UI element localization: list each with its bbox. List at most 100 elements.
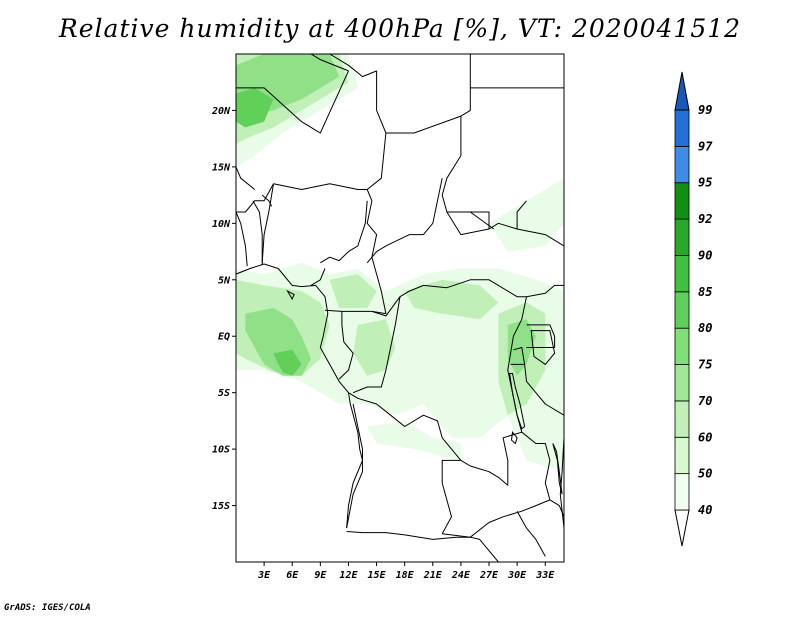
- grads-credit: GrADS: IGES/COLA: [4, 603, 91, 613]
- colorbar-segment: [674, 145, 690, 184]
- humidity-contour-area: [353, 319, 396, 376]
- country-border: [352, 296, 401, 394]
- colorbar-segment: [674, 182, 690, 220]
- colorbar-upper-extension: [674, 71, 690, 111]
- colorbar-segment: [674, 364, 690, 402]
- country-border: [460, 54, 471, 117]
- country-border: [442, 499, 551, 538]
- lake-outline: [530, 330, 556, 366]
- country-border: [460, 431, 522, 486]
- humidity-field: [236, 54, 564, 472]
- country-border: [252, 200, 263, 266]
- colorbar-lower-extension: [674, 509, 690, 547]
- country-border: [236, 166, 256, 190]
- map-frame: [235, 53, 565, 563]
- country-border: [516, 510, 546, 557]
- humidity-contour-area: [329, 274, 377, 308]
- country-border: [524, 364, 564, 416]
- country-border: [346, 531, 471, 540]
- colorbar-label: 95: [698, 176, 712, 190]
- humidity-contour-area: [367, 420, 461, 461]
- country-border: [273, 183, 368, 190]
- y-tick-label: 15N: [212, 162, 231, 173]
- colorbar-segment: [674, 400, 690, 438]
- humidity-contour-area: [404, 279, 499, 320]
- x-tick-label: 24E: [451, 570, 471, 581]
- colorbar-label: 90: [698, 248, 712, 262]
- x-tick-label: 18E: [396, 570, 415, 581]
- lake-outline: [286, 289, 295, 301]
- country-border: [510, 347, 526, 365]
- humidity-contour-area: [273, 349, 302, 376]
- colorbar-label: 97: [698, 139, 713, 153]
- humidity-contour-area: [489, 178, 564, 252]
- country-border: [446, 211, 494, 230]
- country-border: [516, 200, 527, 229]
- country-border: [470, 536, 499, 562]
- y-tick-label: 10S: [212, 445, 230, 456]
- country-border: [338, 311, 354, 380]
- colorbar-segment: [674, 255, 690, 293]
- x-tick-label: 21E: [423, 570, 443, 581]
- country-border: [261, 194, 273, 207]
- y-tick-label: 5N: [218, 275, 231, 286]
- colorbar-label: 80: [698, 321, 712, 335]
- country-border: [324, 309, 372, 312]
- colorbar-label: 40: [698, 503, 712, 517]
- colorbar-label: 92: [698, 212, 712, 226]
- y-axis: 20N 15N 10N 5N EQ 5S 10S 15S: [211, 106, 236, 512]
- y-tick-label: 5S: [218, 388, 230, 399]
- country-border: [366, 70, 387, 190]
- colorbar-label: 75: [698, 358, 712, 372]
- country-border: [310, 268, 326, 286]
- colorbar-label: 60: [698, 430, 712, 444]
- country-border: [348, 392, 462, 535]
- colorbar-segment: [674, 109, 690, 147]
- country-border: [371, 279, 527, 317]
- colorbar-segment: [674, 473, 690, 511]
- y-tick-label: 20N: [211, 106, 231, 117]
- country-border: [366, 178, 443, 264]
- country-border: [385, 115, 462, 134]
- country-border: [521, 431, 551, 501]
- x-axis: 3E 6E 9E 12E 15E 18E 21E 24E 27E 30E 33E: [257, 562, 555, 581]
- y-tick-label: EQ: [218, 332, 230, 343]
- x-tick-label: 15E: [368, 570, 387, 581]
- country-border: [329, 54, 377, 78]
- x-tick-label: 30E: [507, 570, 527, 581]
- x-tick-label: 9E: [314, 570, 327, 581]
- chart-title: Relative humidity at 400hPa [%], VT: 202…: [58, 14, 742, 43]
- colorbar-segment: [674, 291, 690, 329]
- country-border: [320, 200, 368, 264]
- colorbar: 40 50 60 70 75 80 85 90 92 95 97 99: [674, 71, 713, 547]
- country-border: [460, 211, 490, 229]
- country-borders: [236, 54, 564, 562]
- x-tick-label: 6E: [286, 570, 299, 581]
- x-tick-label: 27E: [479, 570, 499, 581]
- y-tick-label: 10N: [212, 219, 231, 230]
- country-border: [261, 183, 274, 263]
- country-border: [366, 189, 387, 315]
- colorbar-segment: [674, 327, 690, 365]
- lake-outline: [510, 430, 518, 445]
- country-border: [526, 284, 564, 298]
- colorbar-label: 99: [698, 103, 712, 117]
- y-tick-label: 15S: [212, 501, 230, 512]
- colorbar-segment: [674, 436, 690, 475]
- colorbar-label: 50: [698, 467, 712, 481]
- lake-outline: [509, 373, 526, 430]
- lake-outline: [552, 443, 563, 495]
- country-border: [236, 183, 274, 213]
- country-border: [526, 324, 556, 348]
- country-border: [236, 211, 248, 267]
- x-tick-label: 33E: [535, 570, 555, 581]
- colorbar-segment: [674, 218, 690, 256]
- country-border: [441, 116, 564, 247]
- colorbar-label: 85: [698, 285, 712, 299]
- humidity-contour-area: [236, 87, 274, 128]
- country-border: [236, 263, 363, 529]
- x-tick-label: 12E: [339, 570, 358, 581]
- x-tick-label: 3E: [257, 570, 271, 581]
- colorbar-label: 70: [698, 394, 712, 408]
